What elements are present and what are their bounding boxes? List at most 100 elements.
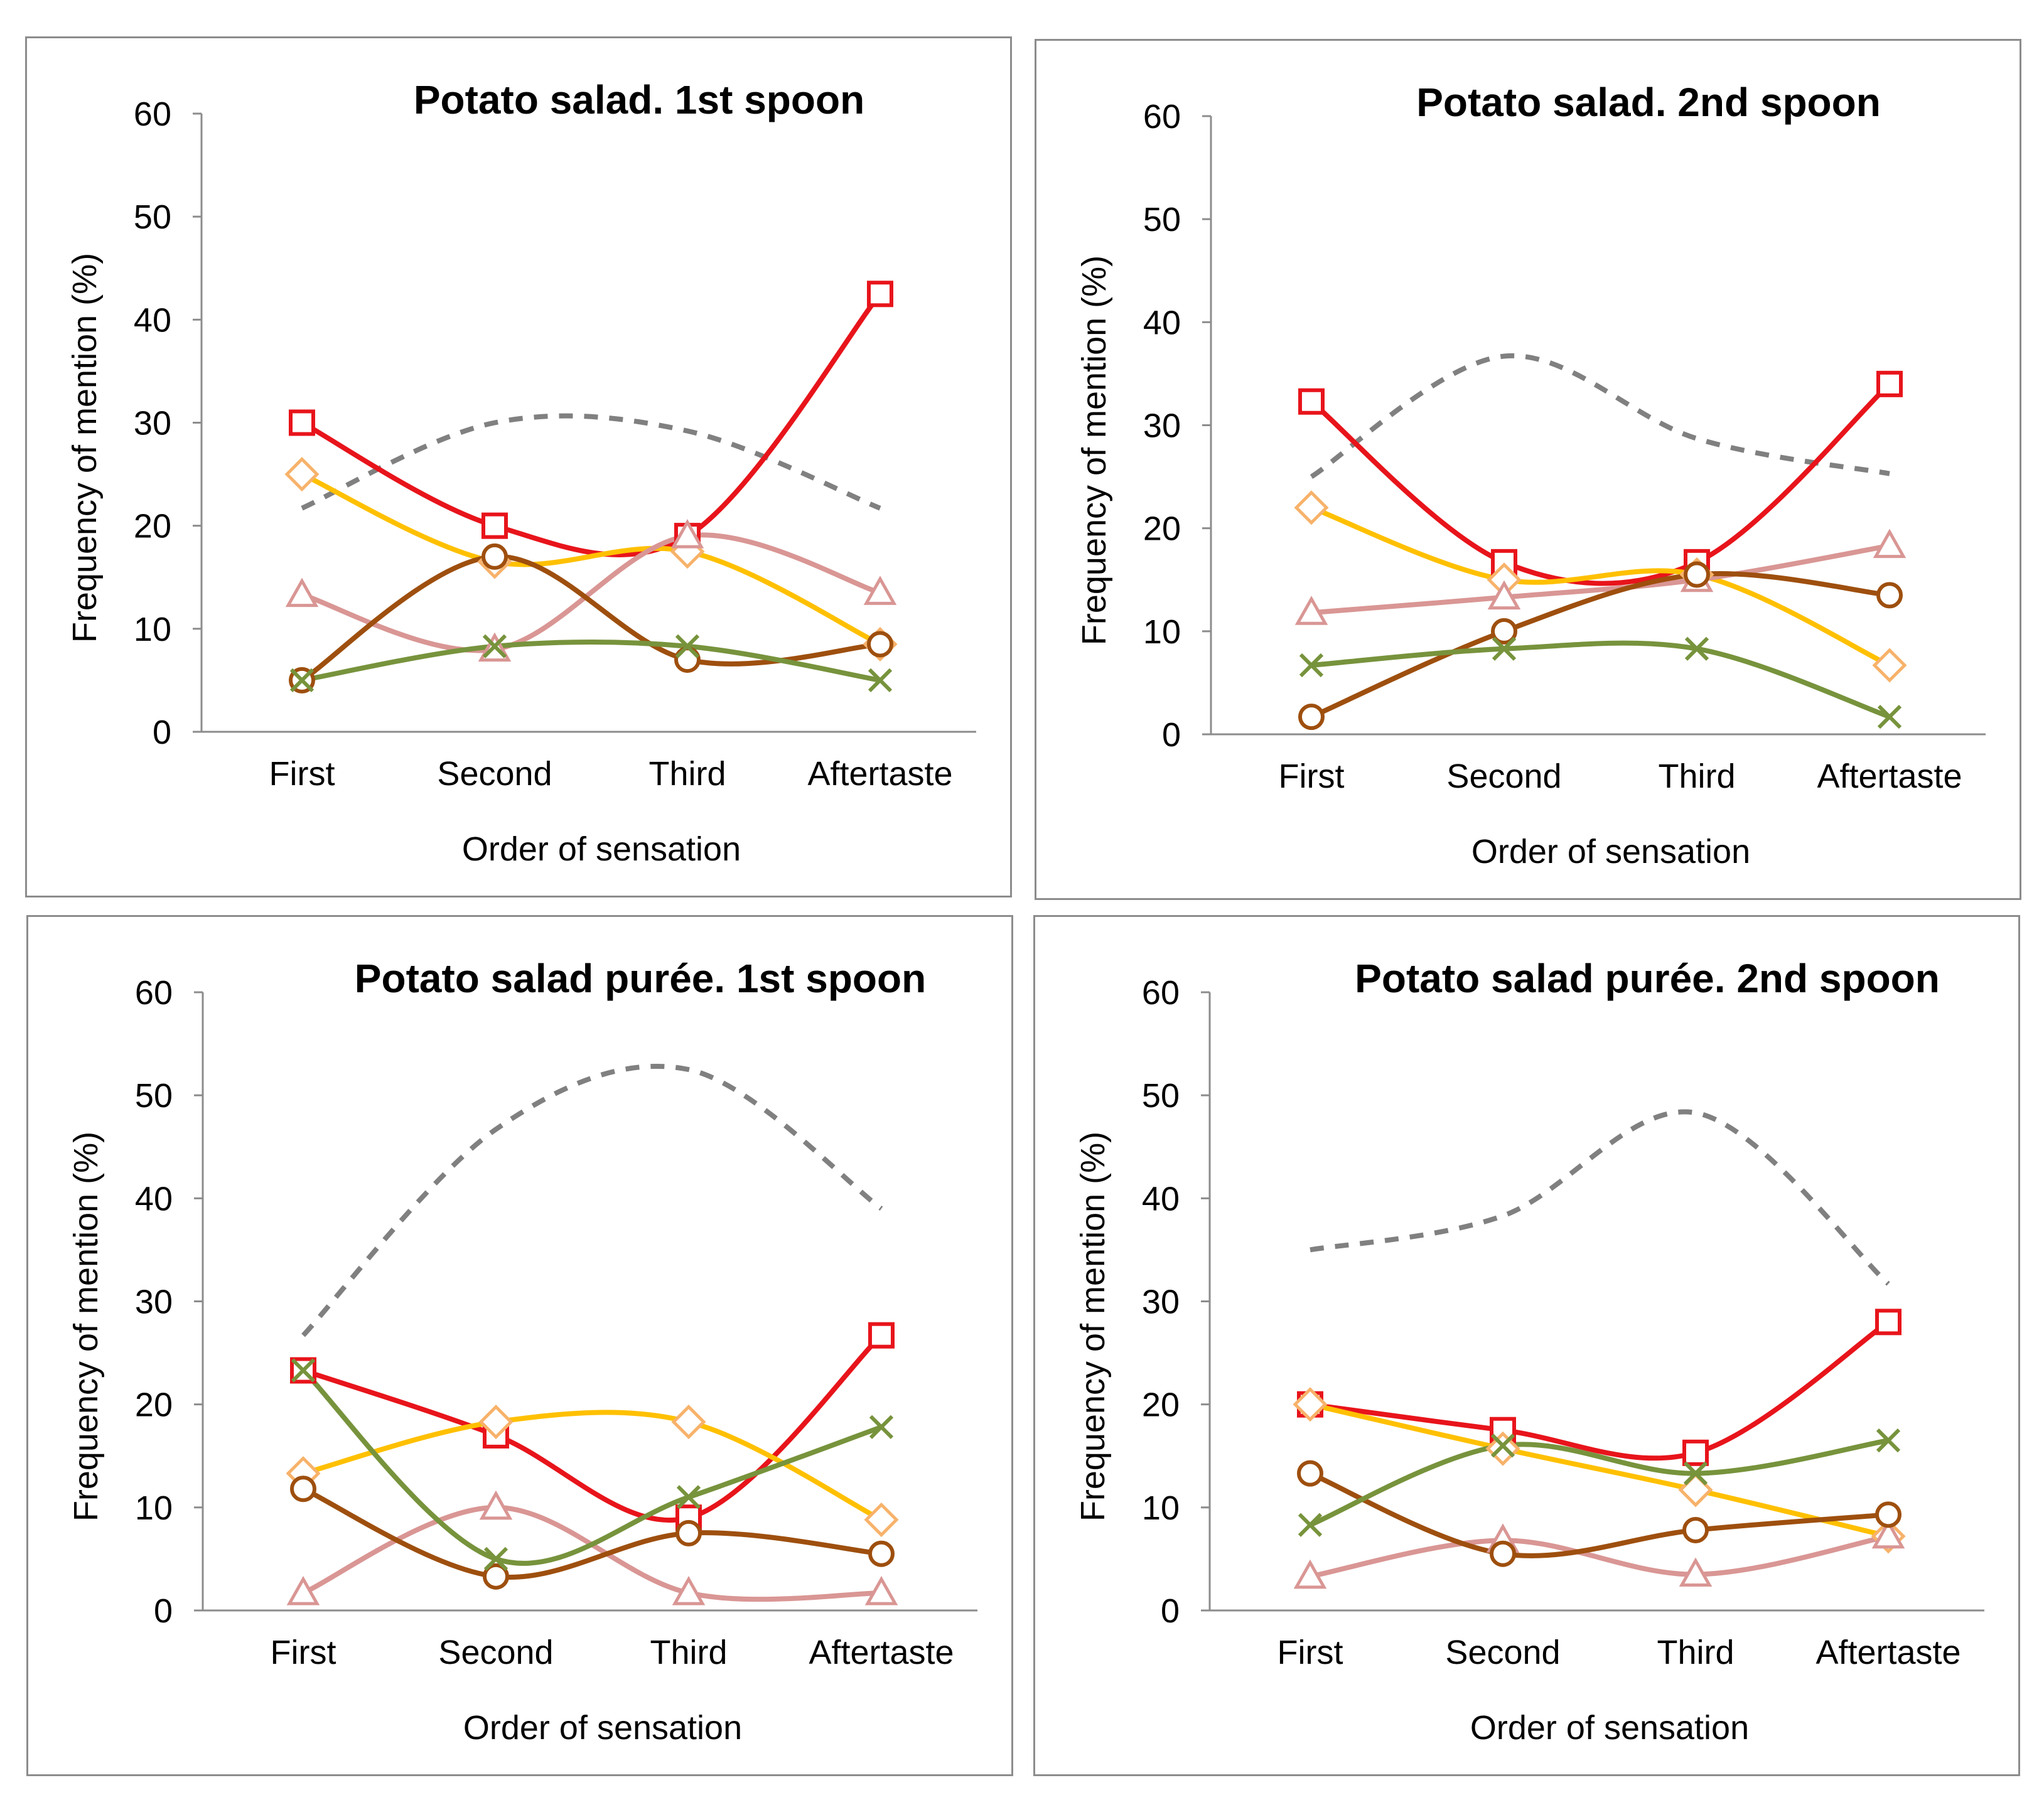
data-point-pink xyxy=(672,1576,706,1605)
series-markers-green xyxy=(1298,1428,1901,1537)
data-point-green xyxy=(1683,1461,1708,1486)
data-point-green xyxy=(675,634,700,658)
series-markers-brown xyxy=(290,1476,895,1590)
data-point-gold xyxy=(478,1405,514,1440)
y-tick-label: 0 xyxy=(1162,716,1181,754)
data-point-green xyxy=(1298,1513,1323,1537)
x-tick-label: Third xyxy=(1658,758,1735,795)
y-tick-label: 30 xyxy=(1142,1283,1180,1321)
data-point-pink xyxy=(863,576,897,605)
y-tick-label: 0 xyxy=(154,1592,173,1630)
x-tick-label: Third xyxy=(650,1634,727,1671)
chart-panel-3: Potato salad purée. 1st spoon 0 10 20 30 40 50… xyxy=(26,915,1013,1776)
data-point-red xyxy=(867,281,893,308)
x-tick-label: First xyxy=(271,1634,336,1671)
chart-svg-4: Potato salad purée. 2nd spoon 0 10 20 30 40 50… xyxy=(1074,956,1984,1747)
data-point-green xyxy=(483,1546,508,1572)
data-point-brown xyxy=(1297,1460,1323,1487)
series-line-green xyxy=(1309,640,1892,720)
chart-panel-2: Potato salad. 2nd spoon 0 10 20 30 40 50 60 Firs… xyxy=(1035,39,2021,900)
y-axis-title: Frequency of mention (%) xyxy=(1074,1132,1112,1521)
data-point-brown xyxy=(483,1563,509,1590)
y-tick-label: 60 xyxy=(1143,98,1181,136)
data-point-brown xyxy=(1490,1540,1516,1567)
data-point-red xyxy=(1682,1439,1709,1466)
y-axis-title: Frequency of mention (%) xyxy=(67,1132,105,1521)
y-tick-label: 10 xyxy=(1143,613,1181,651)
series-line-pink xyxy=(299,532,883,653)
chart-title: Potato salad. 2nd spoon xyxy=(1416,80,1881,125)
series-line-green xyxy=(301,1368,884,1566)
data-point-green xyxy=(482,634,507,658)
data-point-pink xyxy=(286,1576,320,1605)
chart-panel-1: Potato salad. 1st spoon 0 10 20 30 40 50 60 Firs… xyxy=(25,36,1012,897)
y-tick-label: 20 xyxy=(135,1386,173,1424)
series-line-green xyxy=(299,639,883,683)
data-point-green xyxy=(1490,1433,1515,1458)
series-line-brown xyxy=(1309,571,1892,720)
data-point-gold xyxy=(1872,648,1907,683)
data-point-green xyxy=(676,1485,701,1509)
x-axis-title: Order of sensation xyxy=(1470,1709,1749,1747)
y-tick-label: 20 xyxy=(134,508,171,545)
chart-title: Potato salad. 1st spoon xyxy=(414,77,864,122)
x-tick-label: Aftertaste xyxy=(1817,758,1962,795)
data-point-brown xyxy=(1684,561,1710,588)
series-markers-gold xyxy=(1294,490,1907,683)
x-tick-label: First xyxy=(269,755,335,793)
y-tick-label: 30 xyxy=(135,1283,173,1321)
y-axis-title: Frequency of mention (%) xyxy=(1075,255,1113,645)
data-point-red xyxy=(481,512,508,539)
data-point-green xyxy=(1299,653,1324,678)
data-point-brown xyxy=(1682,1516,1709,1543)
data-point-red xyxy=(1875,1309,1901,1336)
y-tick-label: 60 xyxy=(134,95,171,133)
series-line-pink xyxy=(1309,543,1892,616)
chart-title: Potato salad purée. 2nd spoon xyxy=(1355,956,1940,1001)
y-tick-label: 10 xyxy=(134,611,171,648)
data-point-brown xyxy=(1876,582,1903,609)
x-tick-label: Second xyxy=(1446,758,1561,795)
data-point-gold xyxy=(1485,1431,1520,1466)
series-markers-green xyxy=(1299,636,1902,729)
data-point-brown xyxy=(1298,704,1325,731)
x-tick-label: Aftertaste xyxy=(807,755,952,793)
y-tick-label: 50 xyxy=(134,198,171,236)
data-point-pink xyxy=(670,518,704,549)
y-tick-label: 60 xyxy=(1142,974,1180,1012)
x-tick-label: First xyxy=(1278,1634,1343,1671)
y-tick-label: 0 xyxy=(153,714,171,751)
series-line-pink xyxy=(1308,1533,1891,1579)
y-tick-label: 30 xyxy=(1143,407,1181,445)
data-point-pink xyxy=(1294,596,1328,625)
y-tick-label: 10 xyxy=(135,1489,173,1527)
series-markers-green xyxy=(291,1358,894,1572)
data-point-red xyxy=(1876,370,1903,397)
data-point-gold xyxy=(1678,1472,1713,1508)
data-point-pink xyxy=(1293,1559,1327,1589)
y-tick-label: 40 xyxy=(1143,304,1181,341)
data-point-green xyxy=(1876,1428,1901,1453)
chart-svg-3: Potato salad purée. 1st spoon 0 10 20 30 40 50… xyxy=(67,956,977,1747)
data-point-brown xyxy=(868,1540,895,1567)
data-point-green xyxy=(1684,636,1709,661)
series-markers-pink xyxy=(286,1490,898,1605)
data-point-gold xyxy=(1294,490,1329,525)
x-axis-title: Order of sensation xyxy=(1471,833,1750,871)
series-line-gold xyxy=(1309,505,1892,668)
y-tick-label: 30 xyxy=(134,405,171,442)
series-line-gray xyxy=(301,1063,883,1337)
data-point-brown xyxy=(675,1519,702,1546)
data-point-pink xyxy=(285,577,319,608)
data-point-gold xyxy=(284,457,320,492)
x-tick-label: Aftertaste xyxy=(809,1634,954,1671)
y-tick-label: 50 xyxy=(1143,201,1181,238)
data-point-green xyxy=(289,668,315,693)
data-point-red xyxy=(868,1322,895,1349)
data-point-pink xyxy=(1487,580,1521,610)
x-tick-label: Second xyxy=(1445,1634,1560,1671)
x-tick-label: Third xyxy=(648,755,726,793)
y-tick-label: 20 xyxy=(1142,1386,1180,1424)
data-point-green xyxy=(1877,704,1902,729)
data-point-green xyxy=(1492,636,1517,661)
